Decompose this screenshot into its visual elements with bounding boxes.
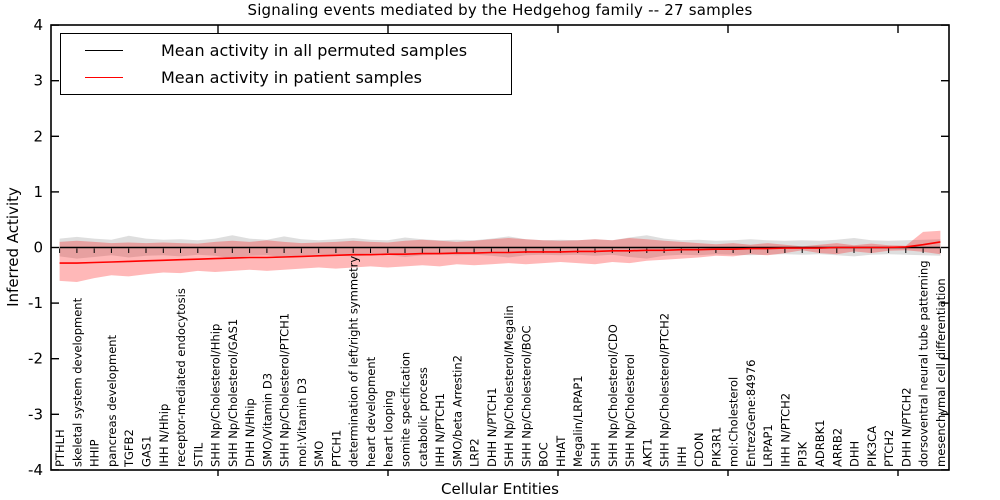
x-tick-label: somite specification (399, 352, 413, 467)
x-tick-label: HHAT (554, 435, 568, 467)
y-tick-label: 0 (33, 239, 43, 257)
x-tick-label: DHH (848, 441, 862, 467)
x-tick-label: ADRBK1 (813, 420, 827, 467)
y-tick-label: 3 (33, 72, 43, 90)
x-tick-label: dorsoventral neural tube patterning (917, 260, 931, 467)
x-tick-label: skeletal system development (70, 297, 84, 467)
x-tick-label: SMO/Vitamin D3 (260, 373, 274, 467)
y-axis-ticks: 4 3 2 1 0 -1 -2 -3 -4 (28, 16, 949, 479)
x-tick-label: PTCH2 (882, 430, 896, 467)
x-tick-label: PTHLH (53, 429, 67, 467)
x-tick-label: Megalin/LRPAP1 (571, 375, 585, 467)
x-tick-label: IHH (675, 446, 689, 467)
x-tick-label: ARRB2 (830, 428, 844, 467)
patient-band (59, 230, 941, 282)
x-tick-label: SHH Np/Cholesterol/GAS1 (226, 319, 240, 467)
x-tick-label: receptor-mediated endocytosis (174, 288, 188, 467)
legend: Mean activity in all permuted samples Me… (60, 33, 512, 95)
x-tick-label: IHH N/PTCH1 (433, 393, 447, 467)
legend-label: Mean activity in patient samples (161, 68, 422, 88)
y-tick-label: -2 (28, 350, 43, 368)
x-tick-label: LRPAP1 (761, 424, 775, 467)
patient-line-swatch (85, 77, 123, 79)
x-axis-ticks (217, 25, 899, 476)
x-tick-label: determination of left/right symmetry (347, 256, 361, 467)
x-tick-labels: PTHLH skeletal system development HHIP panc… (53, 256, 948, 468)
legend-label: Mean activity in all permuted samples (161, 40, 468, 60)
x-tick-label: CDON (692, 432, 706, 467)
y-tick-label: 2 (33, 127, 43, 145)
y-axis-label: Inferred Activity (4, 187, 22, 307)
x-tick-label: IHH N/Hhip (157, 404, 171, 467)
x-tick-label: SHH Np/Cholesterol/PTCH1 (278, 313, 292, 467)
patient-mean-line (59, 241, 941, 264)
chart-title: Signaling events mediated by the Hedgeho… (247, 1, 753, 19)
y-tick-label: -4 (28, 461, 43, 479)
legend-entry-patient: Mean activity in patient samples (71, 65, 501, 91)
x-tick-label: catabolic process (416, 367, 430, 467)
x-tick-label: PI3K (796, 441, 810, 467)
legend-entry-permuted: Mean activity in all permuted samples (71, 37, 501, 63)
x-tick-label: SMO/beta Arrestin2 (450, 355, 464, 467)
x-tick-label: heart development (364, 356, 378, 467)
x-tick-label: EntrezGene:84976 (744, 360, 758, 467)
y-tick-label: -3 (28, 405, 43, 423)
x-tick-label: PIK3R1 (709, 427, 723, 468)
x-tick-label: heart looping (381, 390, 395, 467)
x-tick-label: HHIP (88, 439, 102, 467)
x-tick-label: SHH Np/Cholesterol (623, 354, 637, 467)
x-axis-label: Cellular Entities (441, 480, 559, 498)
x-tick-label: BOC (537, 442, 551, 467)
y-tick-label: 1 (33, 183, 43, 201)
x-tick-label: LRP2 (468, 438, 482, 467)
x-tick-label: mol:Cholesterol (727, 377, 741, 467)
x-tick-label: DHH N/PTCH2 (899, 387, 913, 467)
x-tick-label: mesenchymal cell differentiation (934, 278, 948, 467)
x-tick-label: AKT1 (640, 438, 654, 467)
permuted-line-swatch (85, 49, 123, 51)
x-tick-label: SMO (312, 441, 326, 467)
x-tick-label: SHH Np/Cholesterol/Hhip (209, 324, 223, 467)
x-tick-label: SHH Np/Cholesterol/Megalin (502, 305, 516, 467)
x-tick-label: SHH Np/Cholesterol/PTCH2 (658, 313, 672, 467)
x-tick-label: DHH N/PTCH1 (485, 387, 499, 467)
x-tick-label: DHH N/Hhip (243, 398, 257, 467)
x-tick-label: PTCH1 (329, 430, 343, 467)
y-tick-label: 4 (33, 16, 43, 34)
x-tick-label: IHH N/PTCH2 (778, 393, 792, 467)
x-tick-label: PIK3CA (865, 426, 879, 467)
y-tick-label: -1 (28, 294, 43, 312)
permuted-line-markers (59, 248, 941, 253)
x-tick-label: TGFB2 (122, 429, 136, 468)
x-tick-label: pancreas development (105, 334, 119, 467)
x-tick-label: SHH (589, 442, 603, 467)
x-tick-label: mol:Vitamin D3 (295, 378, 309, 467)
x-tick-label: STIL (191, 442, 205, 467)
x-tick-label: SHH Np/Cholesterol/BOC (519, 325, 533, 467)
x-tick-label: GAS1 (140, 436, 154, 467)
x-tick-label: SHH Np/Cholesterol/CDO (606, 324, 620, 467)
